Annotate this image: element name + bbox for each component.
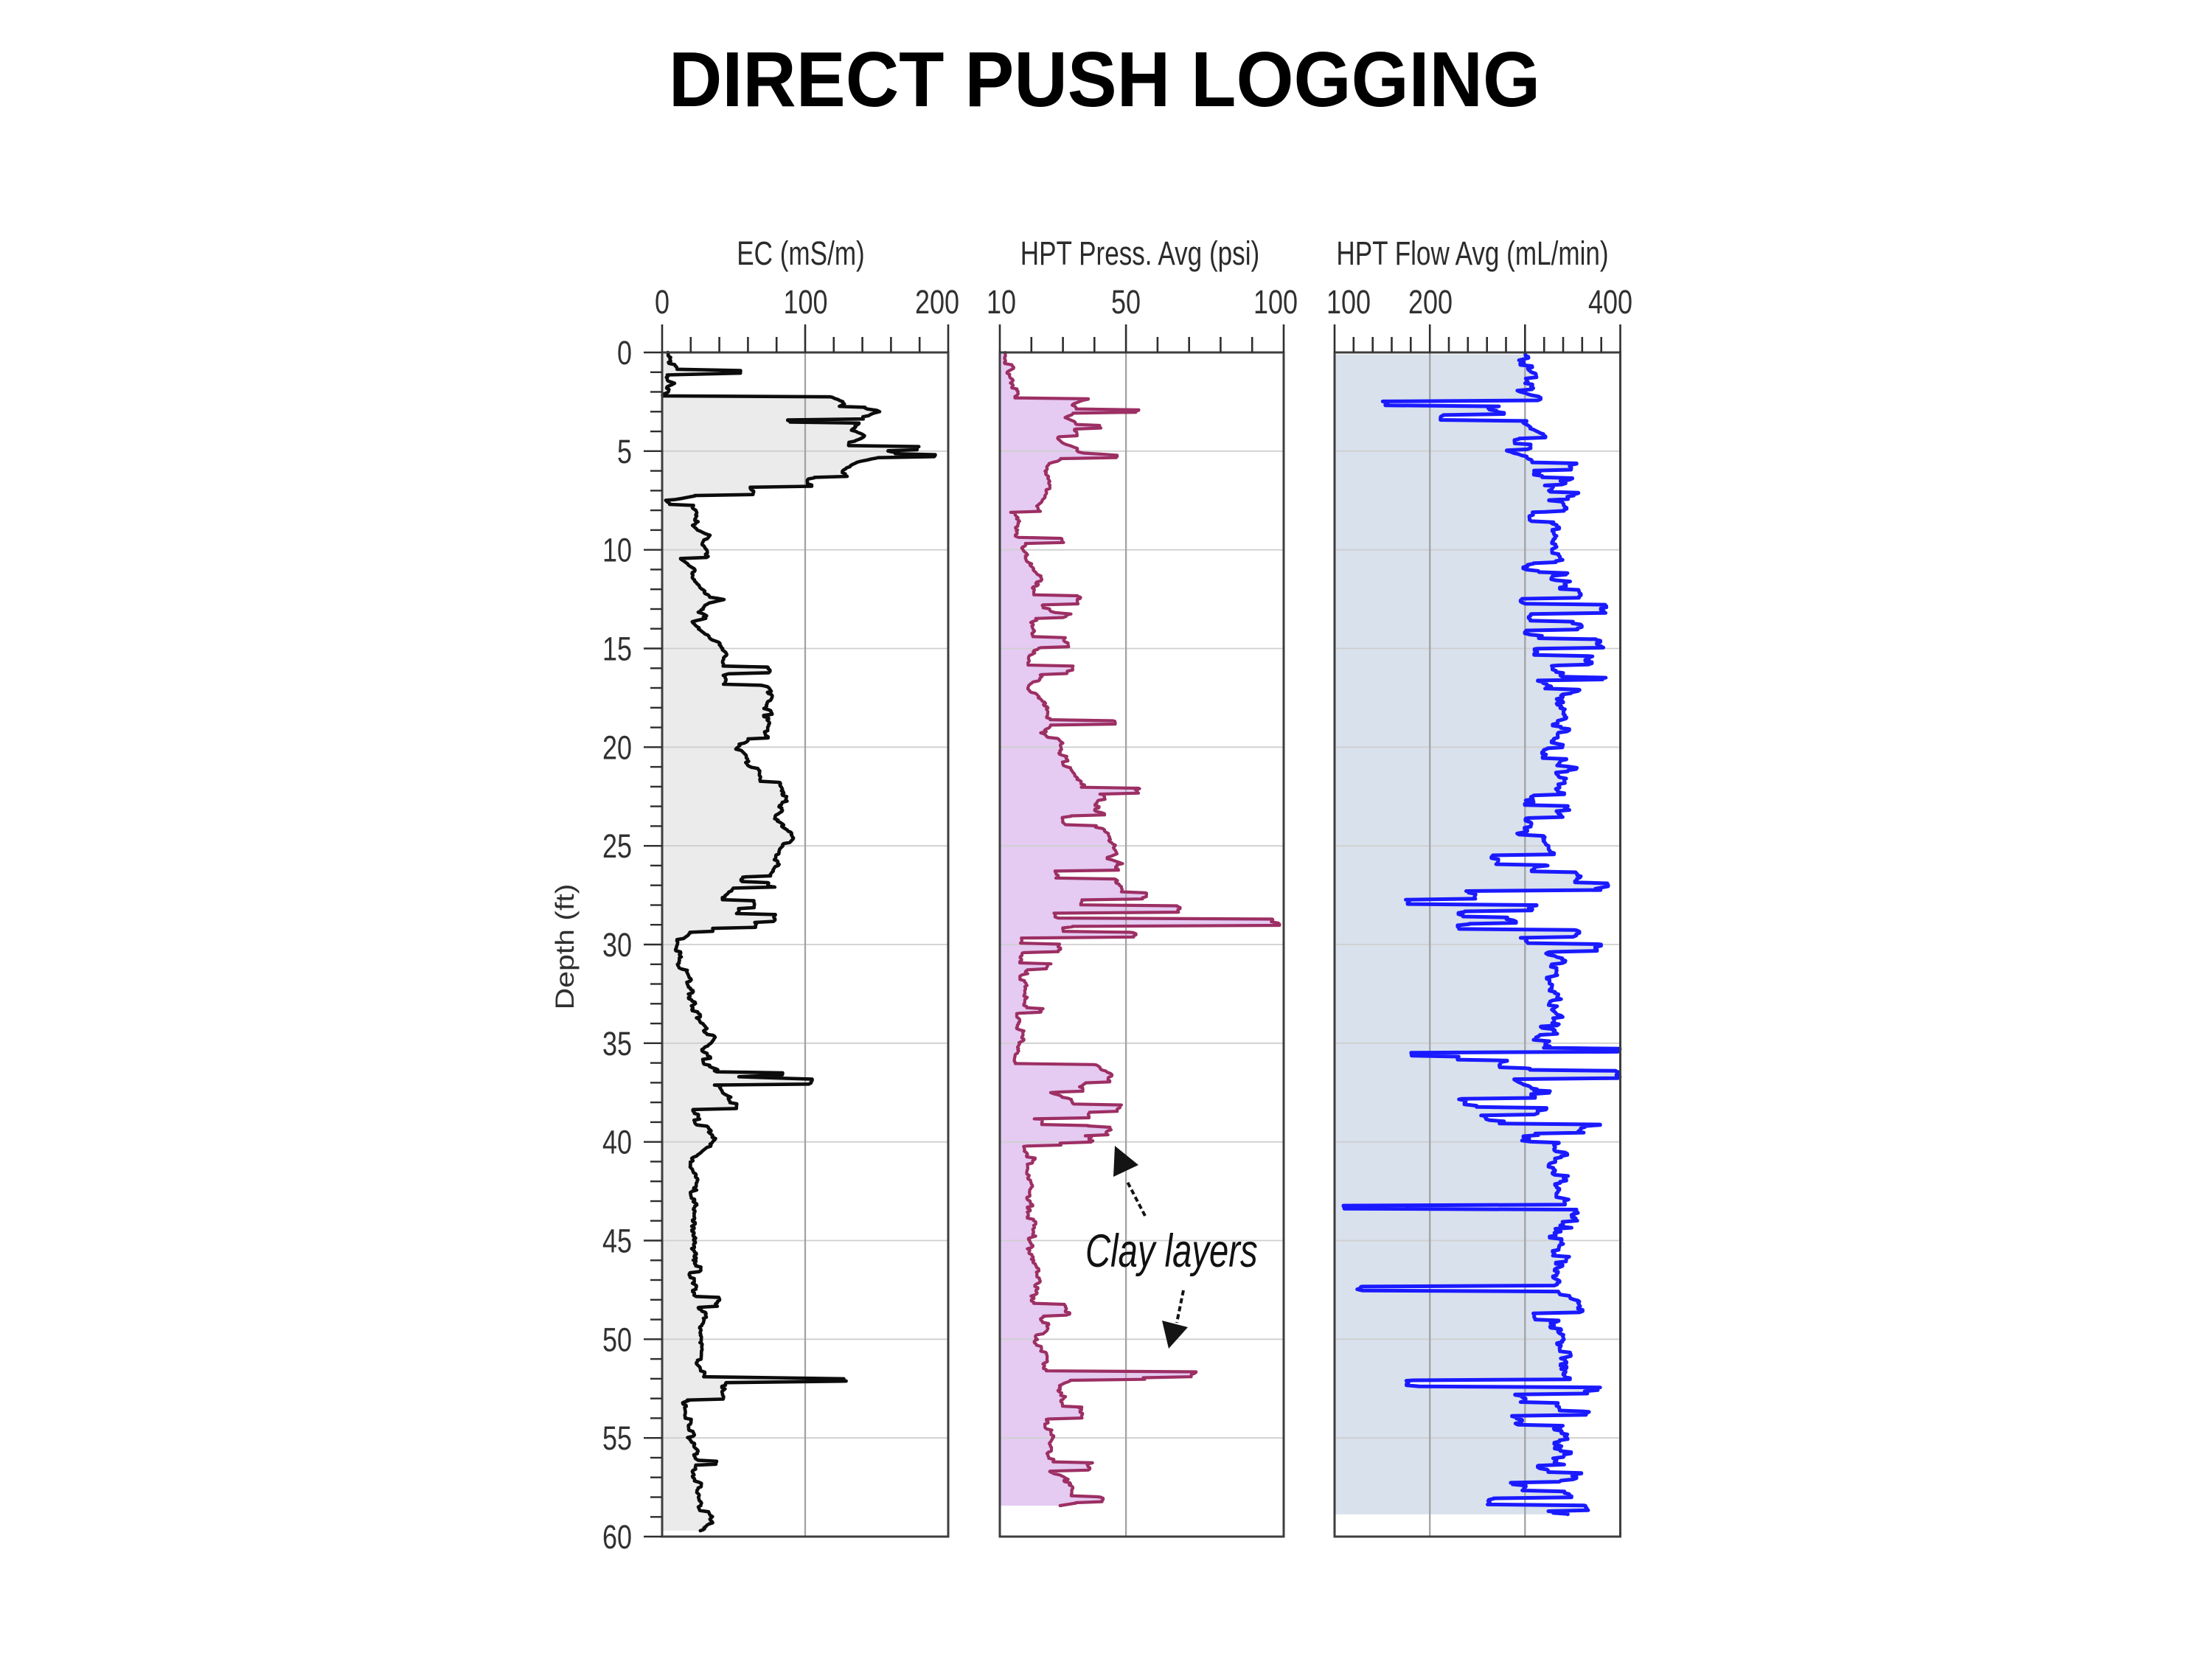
svg-text:100: 100: [783, 283, 827, 321]
svg-text:5: 5: [617, 433, 632, 470]
svg-text:100: 100: [1326, 283, 1371, 321]
svg-text:20: 20: [602, 728, 632, 766]
svg-text:0: 0: [655, 283, 669, 321]
svg-text:60: 60: [602, 1518, 632, 1556]
svg-text:40: 40: [602, 1124, 632, 1161]
svg-text:10: 10: [987, 283, 1016, 321]
svg-text:35: 35: [602, 1025, 632, 1062]
svg-text:200: 200: [915, 283, 959, 321]
svg-text:EC (mS/m): EC (mS/m): [737, 234, 864, 272]
svg-text:30: 30: [602, 926, 632, 964]
svg-text:45: 45: [602, 1222, 632, 1260]
svg-text:15: 15: [602, 630, 632, 668]
svg-text:200: 200: [1408, 283, 1453, 321]
svg-text:Clay layers: Clay layers: [1085, 1225, 1258, 1276]
svg-text:HPT Press. Avg (psi): HPT Press. Avg (psi): [1020, 234, 1259, 272]
svg-text:100: 100: [1253, 283, 1298, 321]
svg-text:400: 400: [1588, 283, 1632, 321]
svg-text:10: 10: [602, 532, 632, 569]
svg-text:50: 50: [602, 1321, 632, 1358]
svg-text:Depth (ft): Depth (ft): [552, 884, 580, 1010]
svg-text:55: 55: [602, 1419, 632, 1457]
svg-text:HPT Flow Avg (mL/min): HPT Flow Avg (mL/min): [1336, 234, 1608, 272]
svg-text:0: 0: [617, 334, 632, 372]
svg-text:25: 25: [602, 827, 632, 865]
svg-text:50: 50: [1111, 283, 1141, 321]
svg-text:DIRECT PUSH LOGGING: DIRECT PUSH LOGGING: [669, 36, 1540, 123]
